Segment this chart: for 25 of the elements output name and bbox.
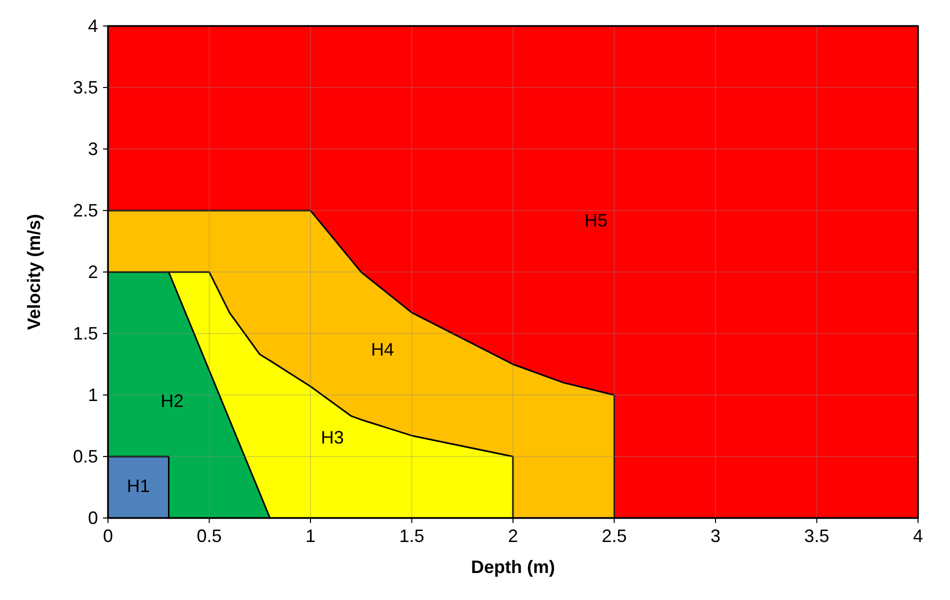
- x-tick-label: 0: [102, 526, 114, 546]
- y-tick-label: 2.5: [72, 200, 98, 220]
- x-tick-label: 1.5: [399, 526, 424, 546]
- series-label: H1: [126, 476, 150, 496]
- series-label: H4: [371, 340, 394, 360]
- x-tick-label: 2: [508, 526, 518, 546]
- series-label: H3: [320, 428, 344, 448]
- y-tick-label: 3.5: [72, 78, 98, 98]
- x-tick-label: 0.5: [196, 526, 222, 546]
- y-tick-label: 0.5: [72, 446, 98, 466]
- x-tick-label: 3.5: [804, 526, 830, 546]
- x-tick-label: 1: [305, 526, 316, 546]
- series-label: H2: [160, 390, 184, 411]
- series-label: H5: [584, 210, 608, 230]
- x-axis-title: Depth (m): [471, 557, 555, 577]
- y-tick-label: 2: [88, 262, 98, 282]
- y-axis-title: Velocity (m/s): [24, 214, 44, 330]
- x-tick-label: 2.5: [602, 526, 627, 546]
- y-tick-label: 1.5: [72, 324, 98, 344]
- y-tick-label: 0: [88, 508, 98, 528]
- y-tick-label: 3: [88, 139, 98, 159]
- x-tick-label: 4: [912, 526, 924, 546]
- x-tick-label: 3: [710, 526, 721, 546]
- y-tick-label: 1: [88, 385, 98, 405]
- y-tick-label: 4: [88, 16, 98, 36]
